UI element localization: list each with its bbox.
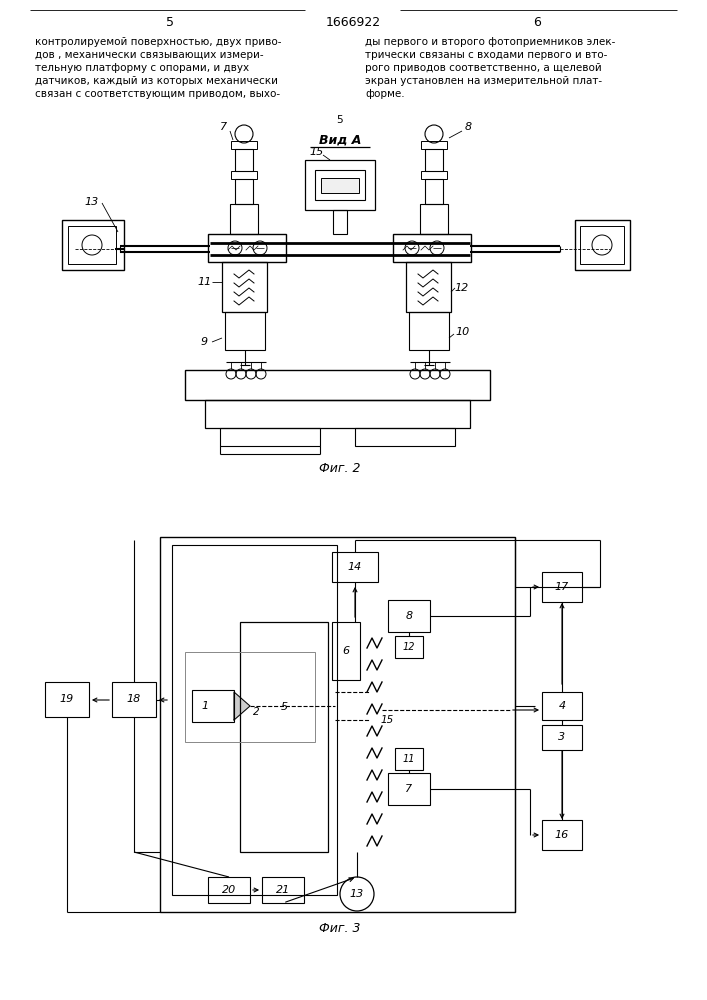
Bar [208, 877, 250, 903]
Text: связан с соответствующим приводом, выхо-: связан с соответствующим приводом, выхо- [35, 89, 280, 99]
Bar [542, 692, 582, 720]
Bar [388, 600, 430, 632]
Bar [185, 652, 315, 742]
Bar [222, 262, 267, 312]
Bar [395, 748, 423, 770]
Text: тельную платформу с опорами, и двух: тельную платформу с опорами, и двух [35, 63, 249, 73]
Text: 3: 3 [559, 732, 566, 742]
Text: 14: 14 [348, 562, 362, 572]
Text: Вид А: Вид А [319, 133, 361, 146]
Bar [421, 171, 447, 179]
Bar [185, 370, 490, 400]
Text: 6: 6 [342, 646, 349, 656]
Text: 15: 15 [380, 715, 394, 725]
Bar [425, 149, 443, 171]
Bar [409, 312, 449, 350]
Text: дов , механически связывающих измери-: дов , механически связывающих измери- [35, 50, 264, 60]
Bar [62, 220, 124, 270]
Bar [321, 178, 359, 193]
Text: рого приводов соответственно, а щелевой: рого приводов соответственно, а щелевой [365, 63, 602, 73]
Bar [305, 160, 375, 210]
Text: 11: 11 [198, 277, 212, 287]
Bar [240, 622, 328, 852]
Polygon shape [234, 692, 250, 720]
Text: 10: 10 [456, 327, 470, 337]
Bar [542, 572, 582, 602]
Bar [333, 210, 347, 234]
Text: Фиг. 3: Фиг. 3 [320, 922, 361, 934]
Text: 5: 5 [166, 16, 174, 29]
Bar [231, 141, 257, 149]
Text: 7: 7 [221, 122, 228, 132]
Text: 21: 21 [276, 885, 290, 895]
Text: 1: 1 [201, 701, 209, 711]
Text: 8: 8 [464, 122, 472, 132]
Text: 12: 12 [403, 642, 415, 652]
Bar [160, 537, 515, 912]
Bar [68, 226, 116, 264]
Bar [395, 636, 423, 658]
Bar [575, 220, 630, 270]
Bar [235, 179, 253, 204]
Text: датчиков, каждый из которых механически: датчиков, каждый из которых механически [35, 76, 278, 86]
Bar [420, 204, 448, 234]
Bar [192, 690, 234, 722]
Bar [208, 234, 286, 262]
Bar [230, 204, 258, 234]
Text: 5: 5 [281, 702, 288, 712]
Bar [393, 234, 471, 262]
Text: 13: 13 [350, 889, 364, 899]
Text: 6: 6 [533, 16, 541, 29]
Text: 2: 2 [252, 707, 259, 717]
Bar [172, 545, 337, 895]
Bar [231, 171, 257, 179]
Text: 7: 7 [405, 784, 413, 794]
Bar [220, 428, 320, 446]
Text: 11: 11 [403, 754, 415, 764]
Text: 18: 18 [127, 694, 141, 704]
Text: 17: 17 [555, 582, 569, 592]
Bar [542, 725, 582, 750]
Bar [205, 400, 470, 428]
Text: форме.: форме. [365, 89, 404, 99]
Text: экран установлен на измерительной плат-: экран установлен на измерительной плат- [365, 76, 602, 86]
Text: контролируемой поверхностью, двух приво-: контролируемой поверхностью, двух приво- [35, 37, 281, 47]
Text: 4: 4 [559, 701, 566, 711]
Bar [225, 312, 265, 350]
Bar [542, 820, 582, 850]
Text: 8: 8 [405, 611, 413, 621]
Bar [315, 170, 365, 200]
Text: 15: 15 [310, 147, 324, 157]
Bar [45, 682, 89, 717]
Text: 5: 5 [336, 115, 343, 125]
Bar [355, 428, 455, 446]
Bar [262, 877, 304, 903]
Bar [580, 226, 624, 264]
Text: Фиг. 2: Фиг. 2 [320, 462, 361, 475]
Bar [332, 622, 360, 680]
Bar [388, 773, 430, 805]
Text: ды первого и второго фотоприемников элек-: ды первого и второго фотоприемников элек… [365, 37, 615, 47]
Bar [235, 149, 253, 171]
Bar [421, 141, 447, 149]
Bar [332, 552, 378, 582]
Text: 12: 12 [455, 283, 469, 293]
Text: 20: 20 [222, 885, 236, 895]
Text: 13: 13 [85, 197, 99, 207]
Text: трически связаны с входами первого и вто-: трически связаны с входами первого и вто… [365, 50, 607, 60]
Text: 16: 16 [555, 830, 569, 840]
Bar [112, 682, 156, 717]
Bar [425, 179, 443, 204]
Text: 1666922: 1666922 [325, 16, 380, 29]
Text: 9: 9 [201, 337, 208, 347]
Text: 19: 19 [60, 694, 74, 704]
Bar [406, 262, 451, 312]
